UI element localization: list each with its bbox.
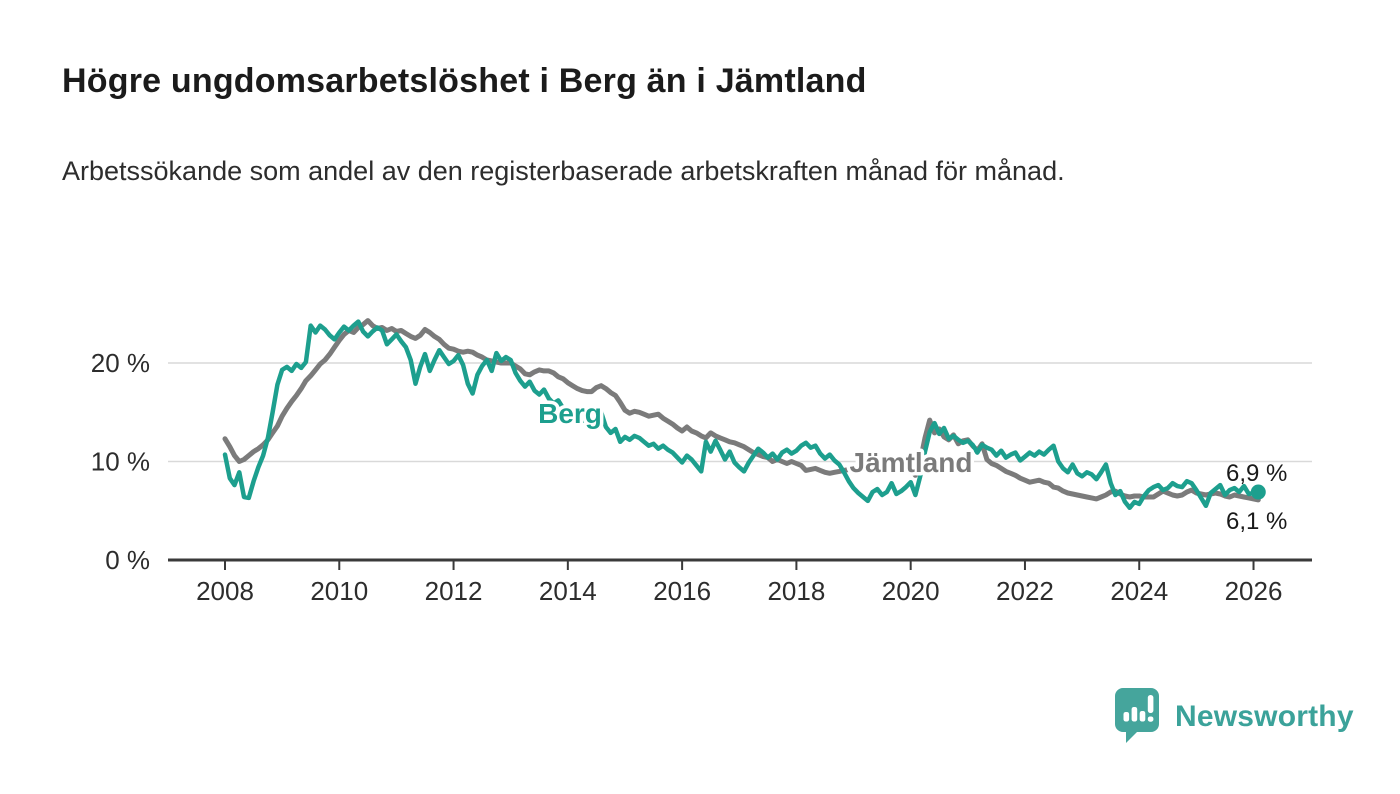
- series-label-jämtland: Jämtland: [850, 447, 973, 478]
- x-tick-label-2026: 2026: [1225, 576, 1283, 606]
- axis-labels: 0 % 10 % 20 % 2008 2010 2012 2014 2016 2018 2020 2…: [91, 348, 1283, 606]
- bar-chart-speech-bubble-icon: [1115, 688, 1159, 743]
- y-tick-label-10: 10 %: [91, 447, 150, 477]
- y-tick-label-0: 0 %: [105, 545, 150, 575]
- x-tick-label-2020: 2020: [882, 576, 940, 606]
- series-line-berg: [222, 319, 1261, 511]
- page-title: Högre ungdomsarbetslöshet i Berg än i Jä…: [62, 62, 867, 100]
- x-tick-label-2022: 2022: [996, 576, 1054, 606]
- series-line-jämtland: [222, 318, 1261, 503]
- end-value-label-berg: 6,9 %: [1226, 460, 1287, 487]
- chart-subtitle: Arbetssökande som andel av den registerb…: [62, 156, 1065, 186]
- series-end-dot-berg: [1250, 484, 1266, 500]
- x-tick-label-2014: 2014: [539, 576, 597, 606]
- y-tick-label-20: 20 %: [91, 348, 150, 378]
- x-tick-label-2016: 2016: [653, 576, 711, 606]
- x-tick-label-2018: 2018: [767, 576, 825, 606]
- x-tick-label-2024: 2024: [1110, 576, 1168, 606]
- newsworthy-branding: Newsworthy: [1113, 686, 1354, 746]
- x-tick-label-2008: 2008: [196, 576, 254, 606]
- gridlines: [168, 362, 1312, 463]
- data-series-lines: [222, 318, 1266, 511]
- series-label-berg: Berg: [538, 398, 602, 429]
- end-value-label-jämtland: 6,1 %: [1226, 508, 1287, 535]
- x-tick-label-2010: 2010: [310, 576, 368, 606]
- newsworthy-wordmark: Newsworthy: [1175, 700, 1354, 733]
- x-tick-label-2012: 2012: [425, 576, 483, 606]
- series-annotations: Berg Jämtland 6,1 % 6,9 %: [535, 395, 1288, 536]
- x-axis: [168, 558, 1312, 570]
